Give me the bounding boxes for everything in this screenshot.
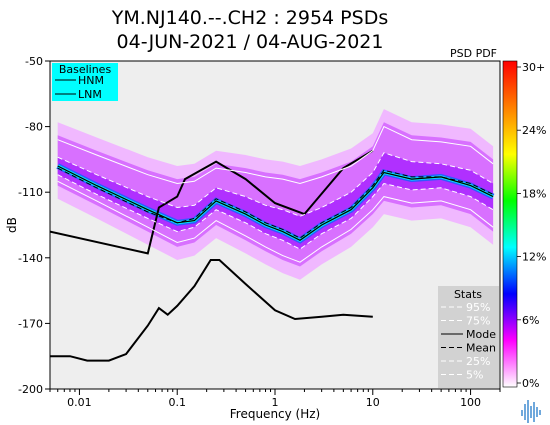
- series-lines-layer: [50, 125, 494, 362]
- series-line-95pct: [57, 125, 494, 185]
- series-line-hnm: [50, 149, 374, 255]
- colorbar-tick-label: 24%: [522, 124, 546, 137]
- y-tick-label: -140: [18, 252, 43, 265]
- baselines-legend: Baselines HNM LNM: [52, 63, 118, 101]
- stats-legend-label: 5%: [466, 369, 483, 382]
- colorbar-tick-label: 6%: [522, 314, 539, 327]
- colorbar: PSD PDF 30+ 24% 18% 12% 6% 0%: [450, 47, 546, 390]
- series-line-75pct: [57, 152, 494, 217]
- baselines-legend-title: Baselines: [59, 63, 112, 76]
- series-line-5pct: [57, 180, 494, 263]
- colorbar-tick-label: 30+: [522, 61, 545, 74]
- y-axis-label: dB: [5, 217, 19, 233]
- x-tick-label: 10: [366, 396, 380, 409]
- stats-legend-title: Stats: [454, 288, 482, 301]
- x-axis: 0.01 0.1 1 10 100: [49, 389, 501, 409]
- stats-legend-label: 95%: [466, 301, 490, 314]
- x-axis-label: Frequency (Hz): [230, 407, 321, 421]
- y-tick-label: -200: [18, 383, 43, 396]
- stats-legend-label: Mean: [466, 342, 496, 355]
- waveform-logo-icon: [521, 400, 541, 423]
- y-tick-label: -50: [25, 55, 43, 68]
- y-tick-label: -110: [18, 186, 43, 199]
- colorbar-tick-label: 12%: [522, 251, 546, 264]
- colorbar-tick-label: 18%: [522, 187, 546, 200]
- series-line-lnm: [50, 259, 373, 362]
- hnm-legend-label: HNM: [78, 74, 104, 87]
- x-tick-label: 0.01: [67, 396, 92, 409]
- chart-title: YM.NJ140.--.CH2 : 2954 PSDs: [111, 7, 389, 29]
- x-tick-label: 0.1: [168, 396, 186, 409]
- series-line-mode: [57, 165, 494, 241]
- stats-legend-label: 25%: [466, 355, 490, 368]
- x-tick-label: 1: [272, 396, 279, 409]
- stats-legend-label: 75%: [466, 315, 490, 328]
- lnm-legend-label: LNM: [78, 88, 102, 101]
- plot-area: [49, 60, 501, 390]
- colorbar-tick-label: 0%: [522, 377, 539, 390]
- y-tick-label: -80: [25, 121, 43, 134]
- y-tick-label: -170: [18, 317, 43, 330]
- stats-legend-label: Mode: [466, 328, 496, 341]
- x-tick-label: 100: [460, 396, 481, 409]
- colorbar-labels: 30+ 24% 18% 12% 6% 0%: [517, 61, 546, 390]
- baselines-legend-box: [52, 63, 118, 101]
- stats-legend-box: [438, 286, 499, 388]
- colorbar-title: PSD PDF: [450, 47, 497, 60]
- chart-subtitle: 04-JUN-2021 / 04-AUG-2021: [116, 31, 384, 53]
- series-line-25pct: [57, 174, 494, 250]
- y-axis: -50 -80 -110 -140 -170 -200: [18, 55, 50, 396]
- colorbar-scale: [502, 60, 518, 388]
